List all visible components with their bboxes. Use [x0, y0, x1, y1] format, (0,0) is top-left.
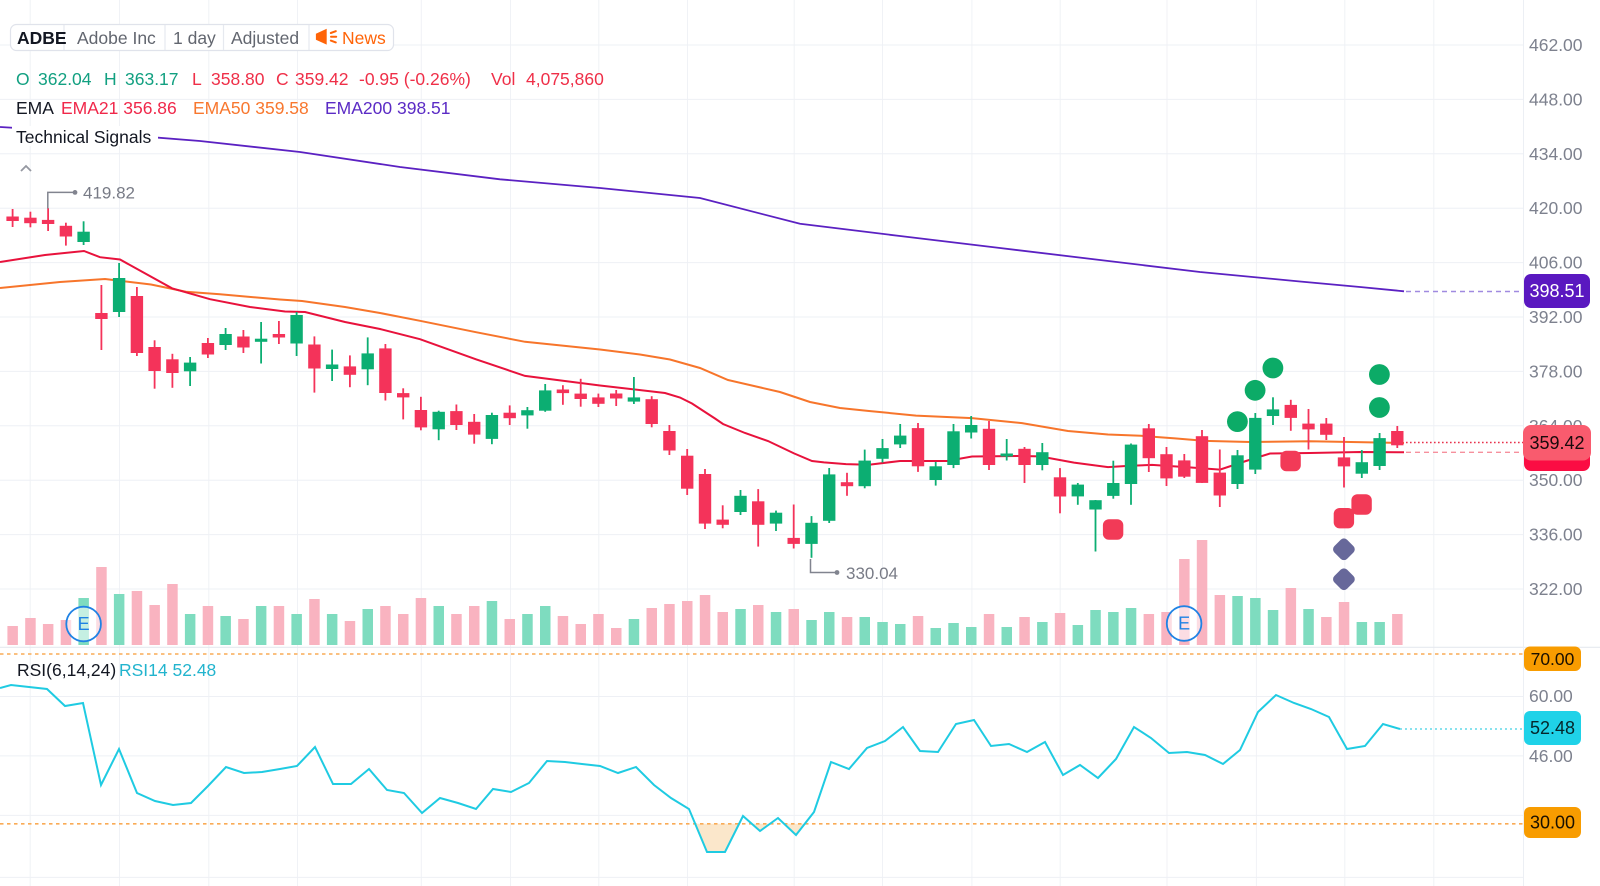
- svg-text:46.00: 46.00: [1529, 746, 1573, 766]
- svg-text:420.00: 420.00: [1529, 198, 1583, 218]
- svg-text:E: E: [78, 614, 90, 634]
- svg-text:70.00: 70.00: [1531, 649, 1575, 669]
- svg-text:Adobe Inc: Adobe Inc: [77, 28, 156, 48]
- svg-text:392.00: 392.00: [1529, 307, 1583, 327]
- svg-text:363.17: 363.17: [125, 69, 179, 89]
- svg-text:350.00: 350.00: [1529, 470, 1583, 490]
- svg-text:EMA50 359.58: EMA50 359.58: [193, 98, 309, 118]
- svg-text:4,075,860: 4,075,860: [526, 69, 604, 89]
- svg-text:Adjusted: Adjusted: [231, 28, 299, 48]
- svg-text:60.00: 60.00: [1529, 686, 1573, 706]
- svg-text:359.42: 359.42: [1529, 433, 1584, 453]
- svg-text:330.04: 330.04: [846, 564, 898, 583]
- svg-text:Technical Signals: Technical Signals: [16, 127, 151, 147]
- svg-text:EMA200 398.51: EMA200 398.51: [325, 98, 451, 118]
- svg-text:448.00: 448.00: [1529, 89, 1583, 109]
- svg-text:H: H: [104, 69, 117, 89]
- svg-text:-0.95 (-0.26%): -0.95 (-0.26%): [359, 69, 471, 89]
- svg-text:EMA: EMA: [16, 98, 54, 118]
- svg-text:ADBE: ADBE: [17, 28, 67, 48]
- svg-text:News: News: [342, 28, 386, 48]
- svg-text:RSI(6,14,24): RSI(6,14,24): [17, 660, 116, 680]
- svg-text:419.82: 419.82: [83, 184, 135, 203]
- svg-text:362.04: 362.04: [38, 69, 92, 89]
- svg-text:406.00: 406.00: [1529, 253, 1583, 273]
- svg-text:1 day: 1 day: [173, 28, 216, 48]
- svg-text:322.00: 322.00: [1529, 579, 1583, 599]
- svg-text:336.00: 336.00: [1529, 525, 1583, 545]
- svg-text:RSI14 52.48: RSI14 52.48: [119, 660, 216, 680]
- svg-text:Vol: Vol: [491, 69, 515, 89]
- svg-text:30.00: 30.00: [1530, 813, 1575, 833]
- svg-text:L: L: [192, 69, 202, 89]
- svg-text:434.00: 434.00: [1529, 144, 1583, 164]
- svg-text:52.48: 52.48: [1530, 718, 1575, 738]
- svg-text:359.42: 359.42: [295, 69, 349, 89]
- svg-text:O: O: [16, 69, 30, 89]
- svg-text:C: C: [276, 69, 289, 89]
- svg-text:E: E: [1178, 614, 1190, 634]
- svg-text:462.00: 462.00: [1529, 35, 1583, 55]
- svg-text:358.80: 358.80: [211, 69, 265, 89]
- svg-text:EMA21 356.86: EMA21 356.86: [61, 98, 177, 118]
- svg-text:398.51: 398.51: [1529, 281, 1584, 301]
- svg-text:378.00: 378.00: [1529, 361, 1583, 381]
